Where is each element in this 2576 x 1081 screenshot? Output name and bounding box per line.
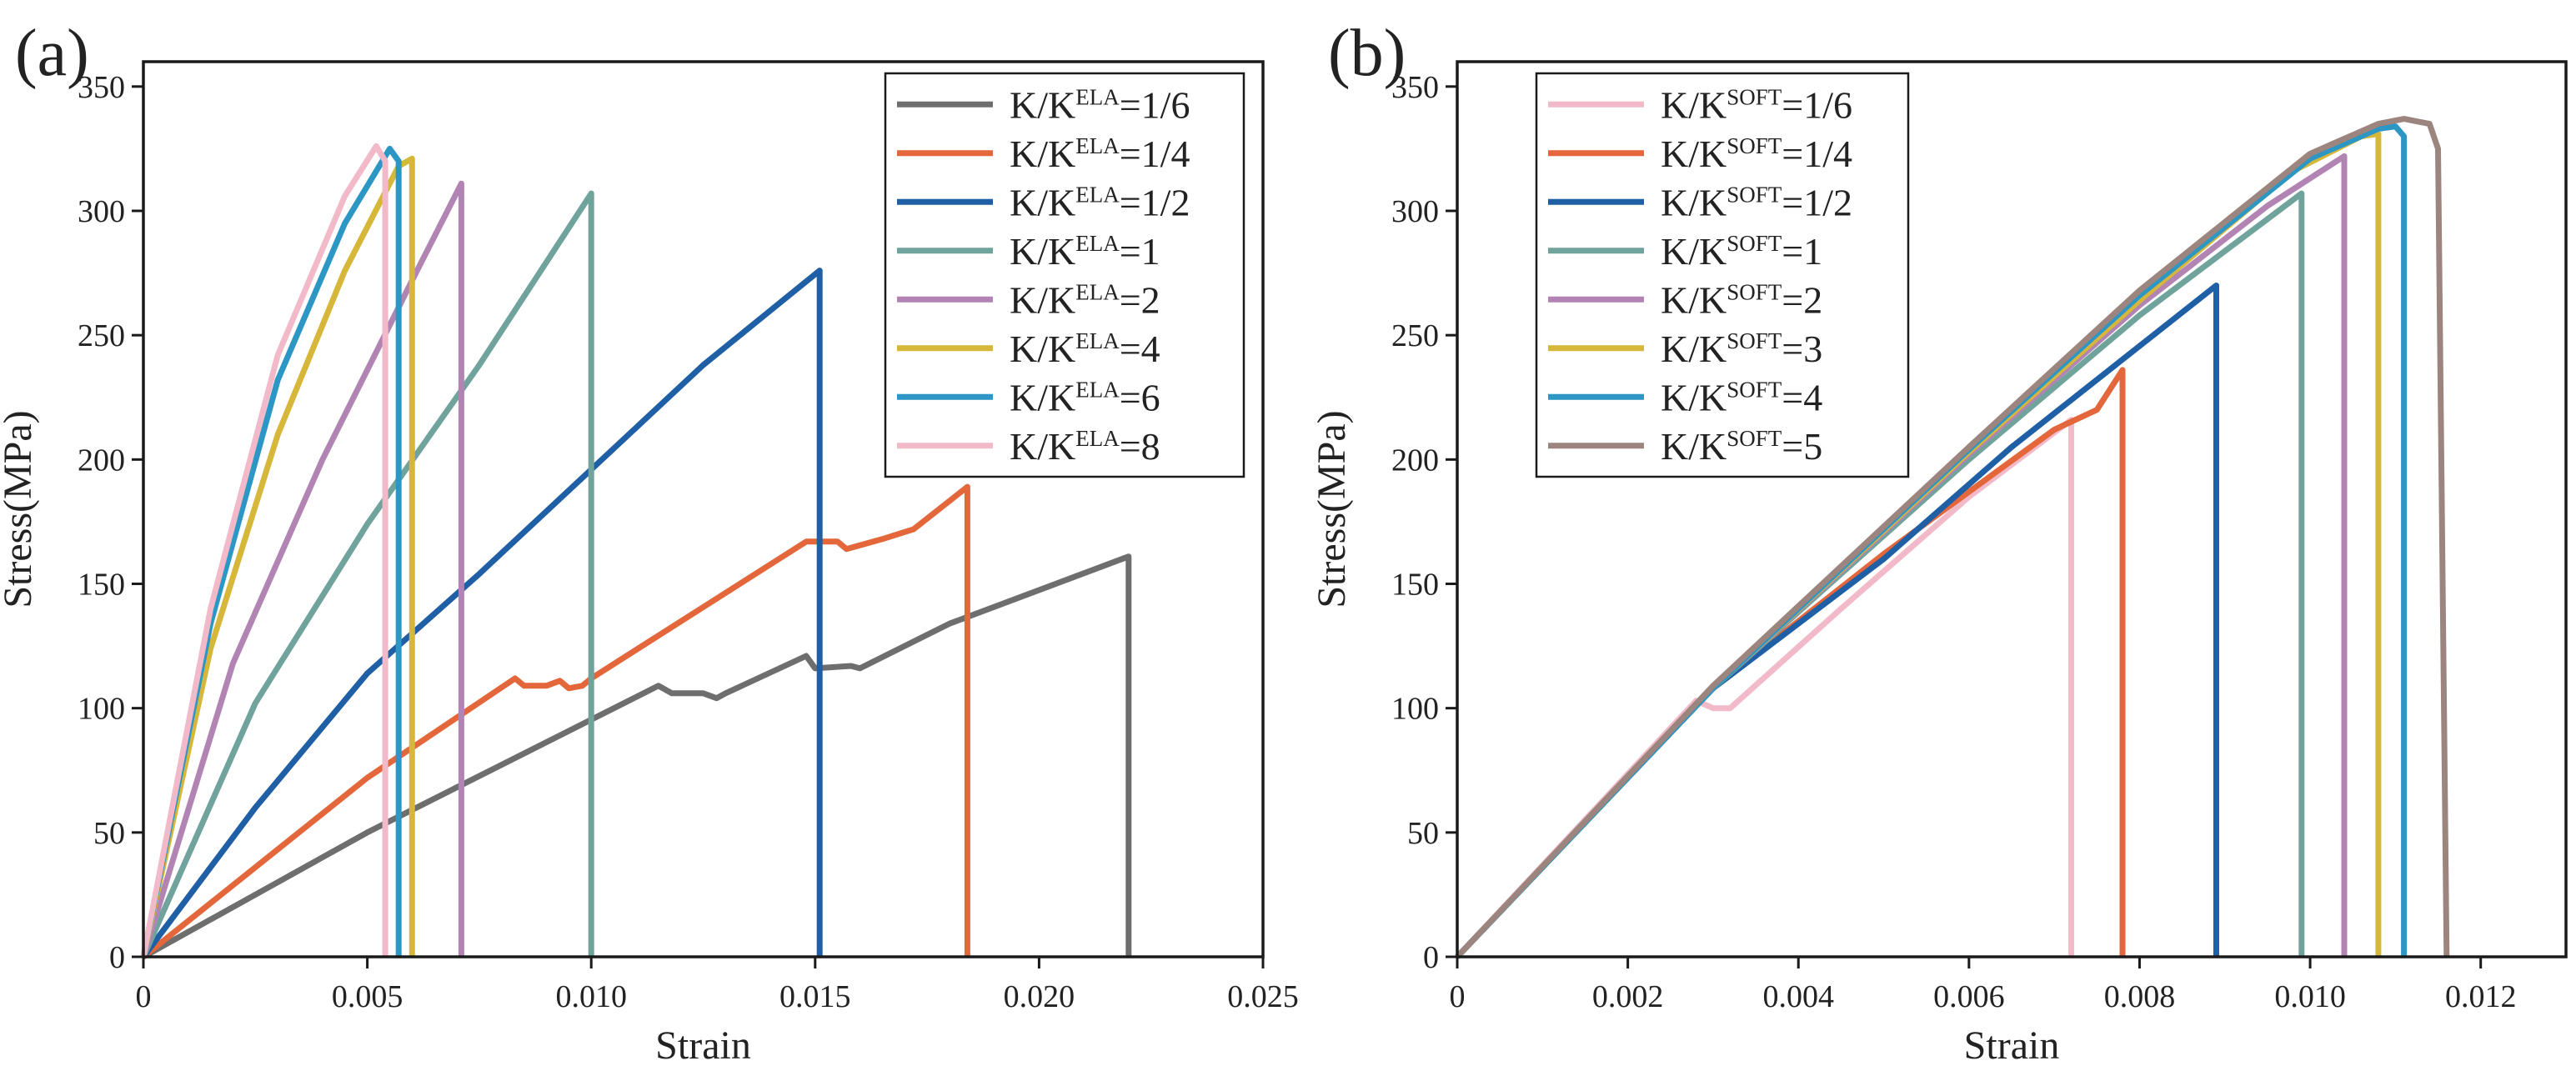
x-tick-label: 0.010 bbox=[555, 979, 627, 1014]
x-tick-label: 0.012 bbox=[2445, 979, 2517, 1014]
x-tick-label: 0 bbox=[136, 979, 152, 1014]
panel-label: (b) bbox=[1328, 17, 1406, 90]
y-tick-label: 0 bbox=[1423, 940, 1439, 975]
series-line-8 bbox=[1455, 116, 2450, 959]
y-tick-label: 300 bbox=[78, 194, 125, 229]
chart-panel-a: 0 0.005 0.010 0.015 0.020 0.025 0 50 100 150 200 25… bbox=[0, 17, 1299, 1068]
plot-frame bbox=[142, 60, 1265, 958]
x-tick-label: 0.006 bbox=[1933, 979, 2005, 1014]
plot-frame bbox=[1456, 60, 2568, 958]
y-tick-label: 150 bbox=[78, 568, 125, 603]
y-axis-label: Stress(MPa) bbox=[1310, 410, 1354, 608]
y-tick-label: 50 bbox=[93, 816, 125, 851]
series-line-5 bbox=[140, 180, 464, 958]
y-tick-label: 150 bbox=[1391, 568, 1439, 603]
y-axis-label: Stress(MPa) bbox=[0, 410, 40, 608]
x-tick-label: 0 bbox=[1450, 979, 1466, 1014]
series-line-6 bbox=[140, 155, 415, 958]
y-tick-label: 0 bbox=[109, 940, 125, 975]
panel-label: (a) bbox=[15, 17, 89, 90]
legend-label: K/KSOFT=2 bbox=[1661, 278, 1822, 321]
x-axis-label: Strain bbox=[655, 1023, 751, 1068]
y-tick-label: 350 bbox=[78, 70, 125, 105]
legend-label: K/KELA=4 bbox=[1010, 328, 1160, 370]
legend-label: K/KSOFT=5 bbox=[1661, 425, 1822, 468]
legend-label: K/KSOFT=1/4 bbox=[1661, 133, 1852, 175]
x-axis-label: Strain bbox=[1964, 1023, 2060, 1068]
y-tick-label: 100 bbox=[78, 692, 125, 727]
y-tick-label: 300 bbox=[1391, 194, 1439, 229]
legend-label: K/KSOFT=4 bbox=[1661, 376, 1822, 418]
x-tick-label: 0.008 bbox=[2104, 979, 2176, 1014]
y-tick-label: 250 bbox=[78, 318, 125, 353]
legend-label: K/KSOFT=1/6 bbox=[1661, 83, 1852, 126]
y-tick-label: 250 bbox=[1391, 318, 1439, 353]
chart-panel-b: 0 0.002 0.004 0.006 0.008 0.010 0.012 0 50 100 150… bbox=[1310, 17, 2568, 1068]
x-tick-label: 0.010 bbox=[2274, 979, 2346, 1014]
y-tick-label: 50 bbox=[1407, 816, 1439, 851]
series-line-1 bbox=[142, 553, 1132, 960]
legend-label: K/KSOFT=3 bbox=[1661, 328, 1822, 370]
legend-label: K/KELA=1 bbox=[1010, 230, 1160, 273]
legend: K/KELA=1/6 K/KELA=1/4 K/KELA=1/2 K/KELA=1 K/… bbox=[884, 72, 1245, 478]
legend-label: K/KELA=8 bbox=[1010, 425, 1160, 468]
x-tick-label: 0.004 bbox=[1762, 979, 1834, 1014]
legend-box bbox=[884, 72, 1245, 478]
x-tick-label: 0.002 bbox=[1592, 979, 1664, 1014]
x-tick-label: 0.015 bbox=[779, 979, 851, 1014]
legend-label: K/KELA=6 bbox=[1010, 376, 1160, 418]
legend-label: K/KELA=1/6 bbox=[1010, 83, 1190, 126]
x-tick-label: 0.020 bbox=[1004, 979, 1075, 1014]
series-line-4 bbox=[140, 190, 594, 958]
series-line-8 bbox=[140, 143, 388, 958]
series-line-3 bbox=[141, 268, 823, 959]
legend-label: K/KSOFT=1/2 bbox=[1661, 181, 1852, 223]
y-tick-label: 100 bbox=[1391, 692, 1439, 727]
y-tick-label: 200 bbox=[78, 443, 125, 478]
legend-label: K/KELA=1/4 bbox=[1010, 133, 1190, 175]
legend-box bbox=[1535, 72, 1910, 478]
legend-label: K/KSOFT=1 bbox=[1661, 230, 1822, 273]
x-tick-label: 0.005 bbox=[332, 979, 403, 1014]
legend-label: K/KELA=2 bbox=[1010, 278, 1160, 321]
series-line-1 bbox=[1455, 417, 2075, 959]
y-tick-label: 350 bbox=[1391, 70, 1439, 105]
legend: K/KSOFT=1/6 K/KSOFT=1/4 K/KSOFT=1/2 K/KSOFT… bbox=[1535, 72, 1910, 478]
y-tick-label: 200 bbox=[1391, 443, 1439, 478]
series-line-2 bbox=[141, 483, 970, 959]
x-tick-label: 0.025 bbox=[1227, 979, 1299, 1014]
legend-label: K/KELA=1/2 bbox=[1010, 181, 1190, 223]
